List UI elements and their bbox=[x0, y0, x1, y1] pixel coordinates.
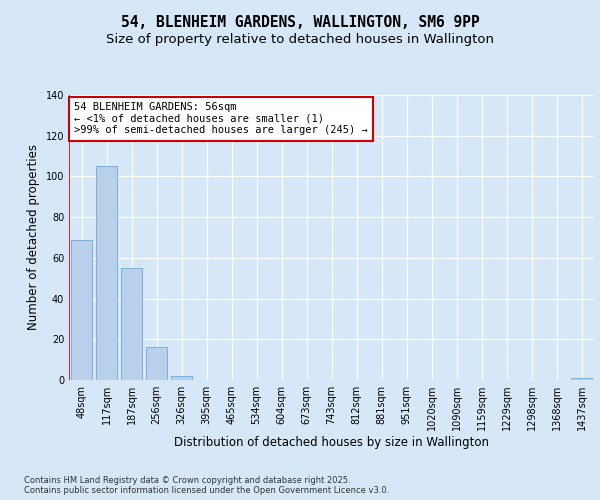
Bar bbox=[96, 166, 117, 380]
Bar bbox=[121, 268, 142, 380]
Y-axis label: Number of detached properties: Number of detached properties bbox=[27, 144, 40, 330]
X-axis label: Distribution of detached houses by size in Wallington: Distribution of detached houses by size … bbox=[174, 436, 489, 449]
Text: 54 BLENHEIM GARDENS: 56sqm
← <1% of detached houses are smaller (1)
>99% of semi: 54 BLENHEIM GARDENS: 56sqm ← <1% of deta… bbox=[74, 102, 368, 136]
Bar bbox=[571, 378, 592, 380]
Bar bbox=[171, 376, 192, 380]
Bar bbox=[71, 240, 92, 380]
Text: 54, BLENHEIM GARDENS, WALLINGTON, SM6 9PP: 54, BLENHEIM GARDENS, WALLINGTON, SM6 9P… bbox=[121, 15, 479, 30]
Text: Contains HM Land Registry data © Crown copyright and database right 2025.
Contai: Contains HM Land Registry data © Crown c… bbox=[24, 476, 389, 495]
Bar bbox=[146, 348, 167, 380]
Text: Size of property relative to detached houses in Wallington: Size of property relative to detached ho… bbox=[106, 32, 494, 46]
